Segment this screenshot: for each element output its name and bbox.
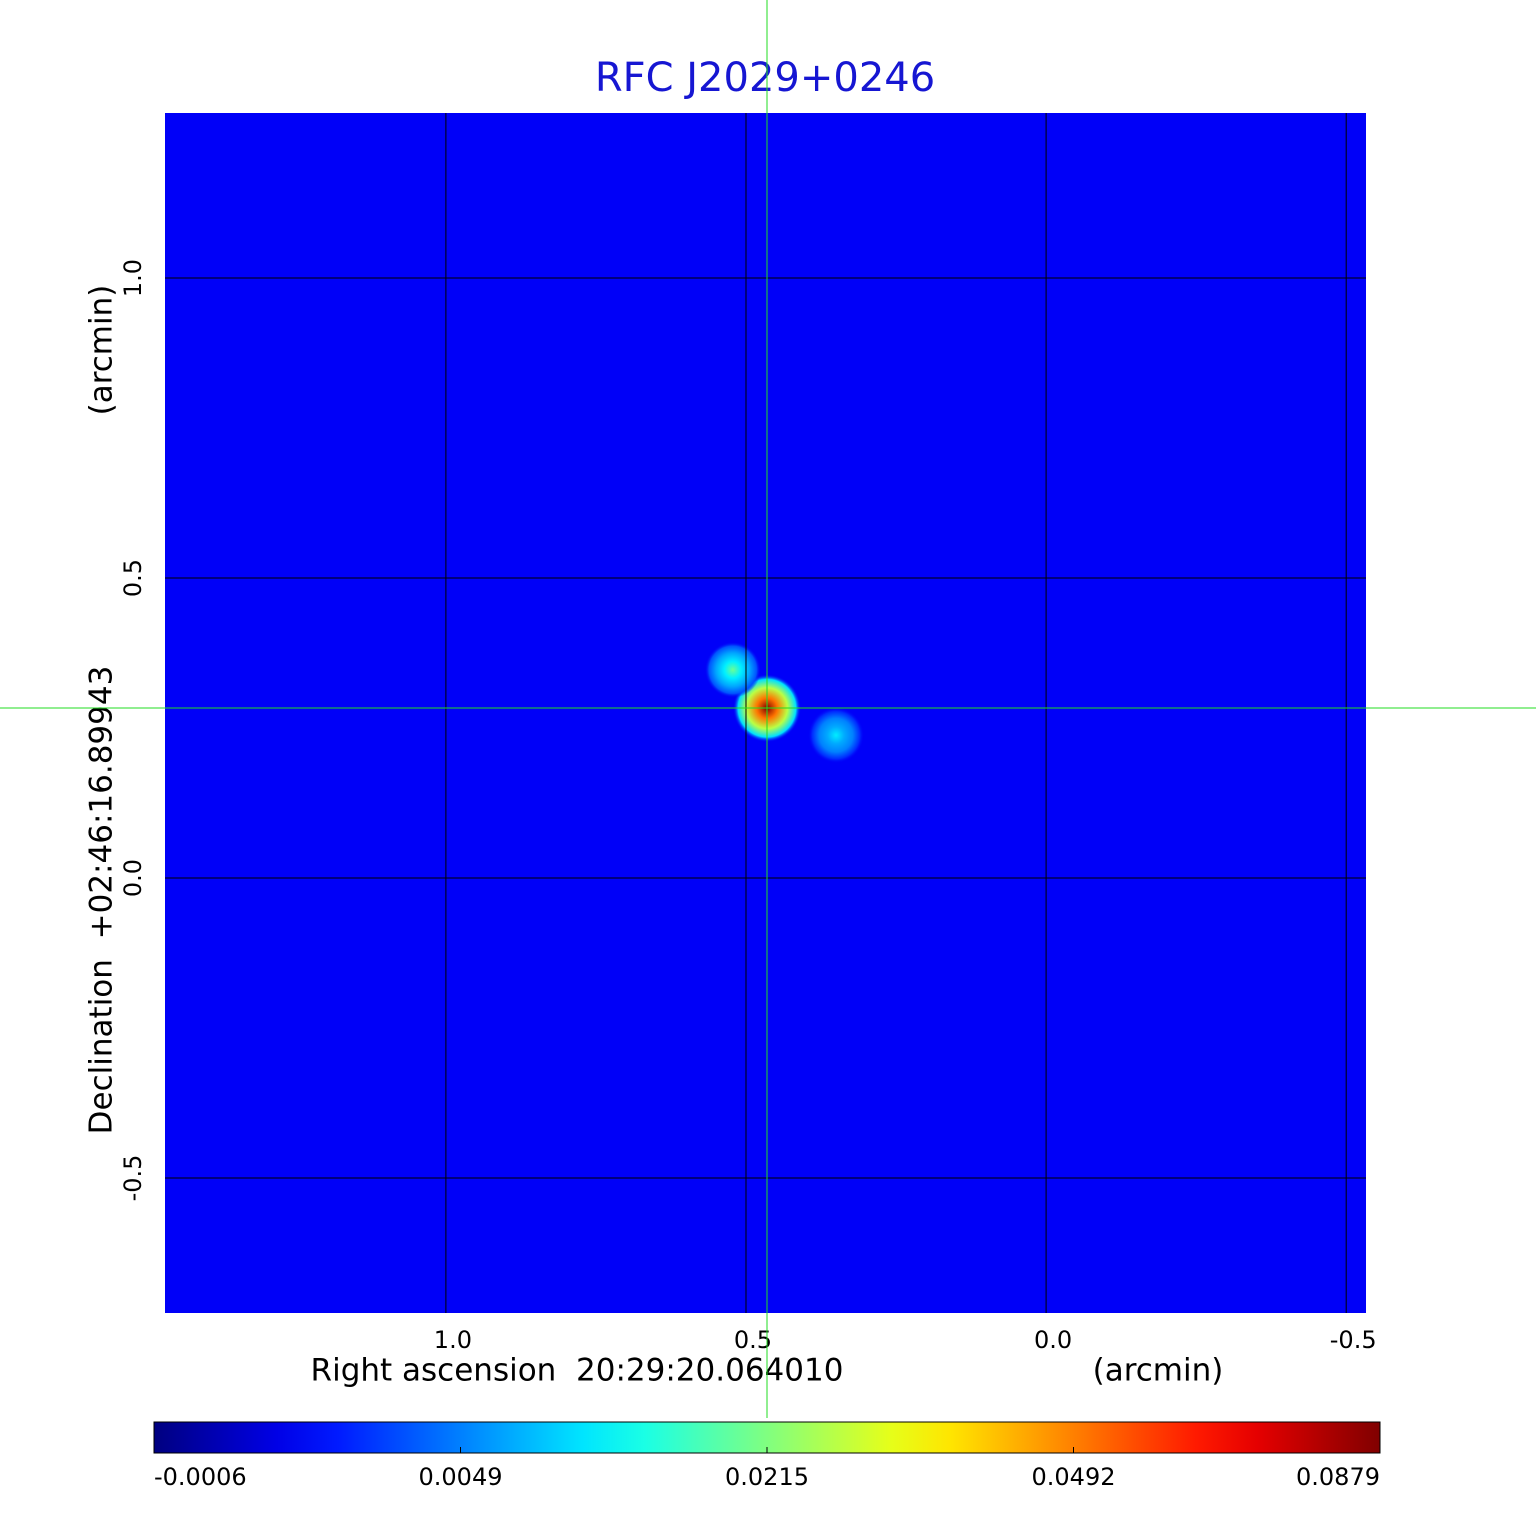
y-tick-label: 0.5 <box>119 559 147 597</box>
x-tick-label: -0.5 <box>1330 1326 1377 1354</box>
x-tick-label: 0.5 <box>734 1326 772 1354</box>
x-tick-label: 1.0 <box>434 1326 472 1354</box>
y-tick-label: 1.0 <box>119 259 147 297</box>
x-axis-unit: (arcmin) <box>1093 1353 1224 1389</box>
colorbar-tick-label: 0.0879 <box>1296 1463 1380 1491</box>
y-axis-label: Declination +02:46:16.89943 <box>84 666 120 1135</box>
y-tick-label: -0.5 <box>119 1155 147 1202</box>
x-axis-label: Right ascension 20:29:20.064010 <box>311 1353 844 1389</box>
colorbar-tick-label: 0.0049 <box>419 1463 503 1491</box>
x-tick-label: 0.0 <box>1034 1326 1072 1354</box>
source <box>808 707 865 764</box>
source <box>704 641 761 698</box>
chart-title: RFC J2029+0246 <box>595 55 935 101</box>
y-axis-unit: (arcmin) <box>84 285 120 416</box>
colorbar-tick-label: -0.0006 <box>154 1463 247 1491</box>
colorbar-tick-label: 0.0492 <box>1032 1463 1116 1491</box>
colorbar-tick-label: 0.0215 <box>725 1463 809 1491</box>
y-tick-label: 0.0 <box>119 859 147 897</box>
